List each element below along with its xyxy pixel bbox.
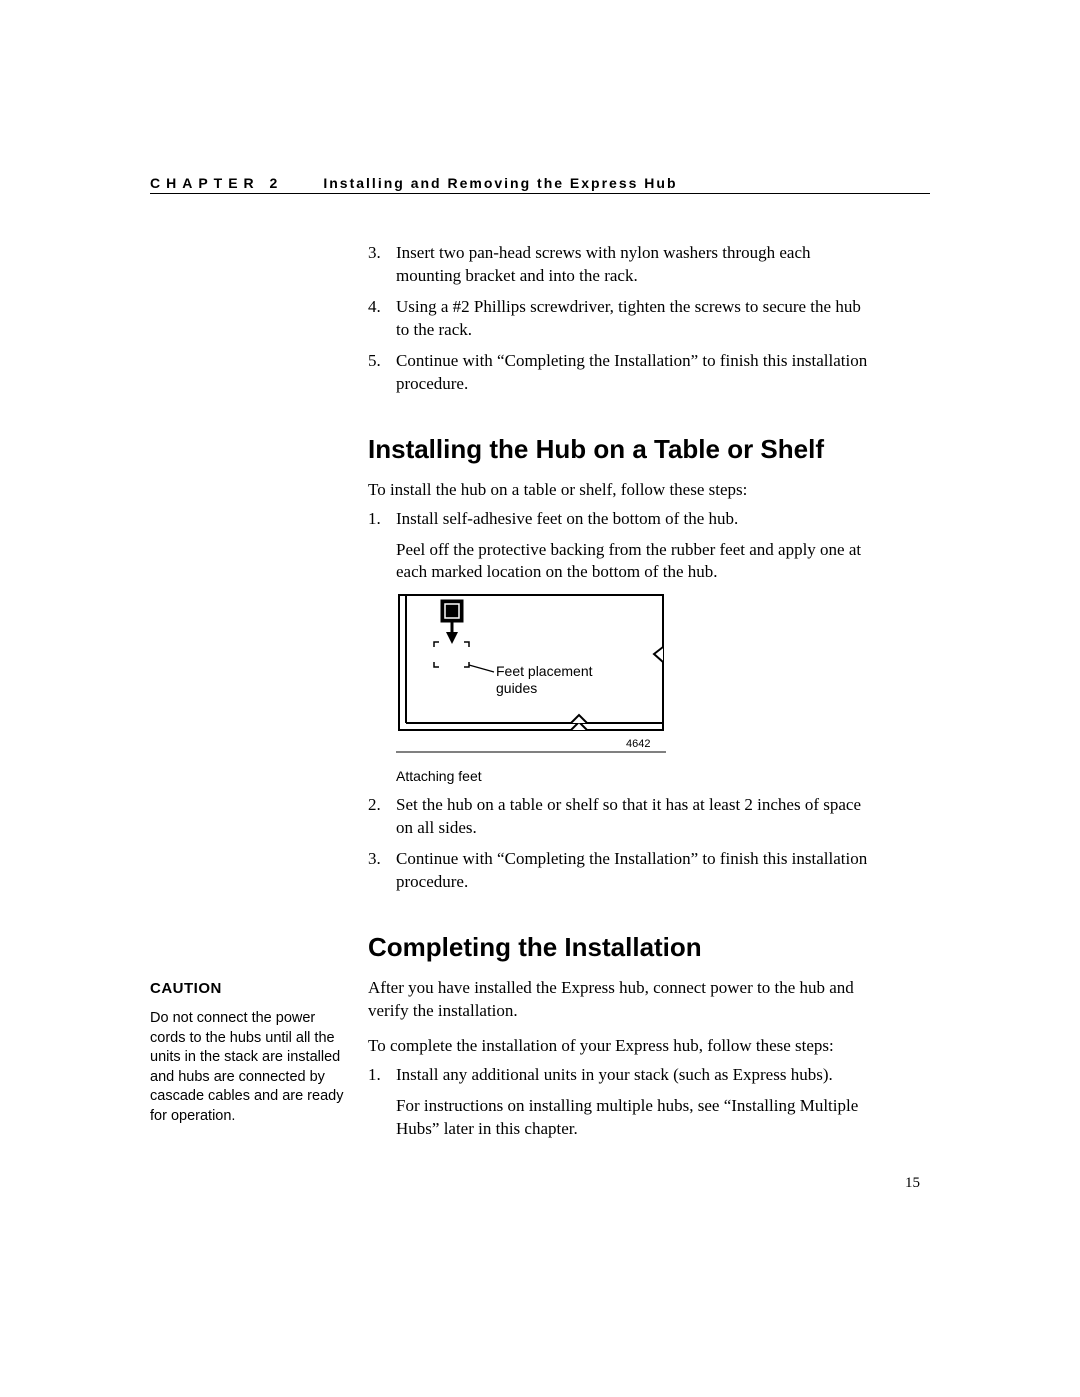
figure-label-line1: Feet placement [496,663,593,679]
section-heading: Completing the Installation [368,932,868,963]
figure-caption: Attaching feet [396,768,868,784]
table-install-steps-cont: Set the hub on a table or shelf so that … [368,794,868,894]
running-header: CHAPTER 2 Installing and Removing the Ex… [150,175,930,194]
list-item: Install self-adhesive feet on the bottom… [368,508,868,531]
section-para: After you have installed the Express hub… [368,977,868,1023]
caution-sidebar: CAUTION Do not connect the power cords t… [150,980,345,1126]
list-item: Continue with “Completing the Installati… [368,350,868,396]
list-item: Set the hub on a table or shelf so that … [368,794,868,840]
list-item: Using a #2 Phillips screwdriver, tighten… [368,296,868,342]
figure-label-line2: guides [496,680,537,696]
completing-steps: Install any additional units in your sta… [368,1064,868,1087]
caution-heading: CAUTION [150,980,345,997]
main-column: Insert two pan-head screws with nylon wa… [368,242,868,1141]
table-install-steps: Install self-adhesive feet on the bottom… [368,508,868,531]
chapter-label: CHAPTER 2 [150,175,323,191]
section-para: To complete the installation of your Exp… [368,1035,868,1058]
section-heading: Installing the Hub on a Table or Shelf [368,434,868,465]
feet-placement-figure: Feet placement guides 4642 [396,592,868,762]
section-intro: To install the hub on a table or shelf, … [368,479,868,502]
caution-body: Do not connect the power cords to the hu… [150,1009,345,1126]
list-item: Install any additional units in your sta… [368,1064,868,1087]
list-item: Insert two pan-head screws with nylon wa… [368,242,868,288]
step-subtext: Peel off the protective backing from the… [368,539,868,585]
page-number: 15 [905,1175,920,1192]
step-subtext: For instructions on installing multiple … [368,1095,868,1141]
list-item: Continue with “Completing the Installati… [368,848,868,894]
chapter-title: Installing and Removing the Express Hub [323,175,677,191]
figure-number: 4642 [626,738,650,750]
continued-steps-list: Insert two pan-head screws with nylon wa… [368,242,868,396]
